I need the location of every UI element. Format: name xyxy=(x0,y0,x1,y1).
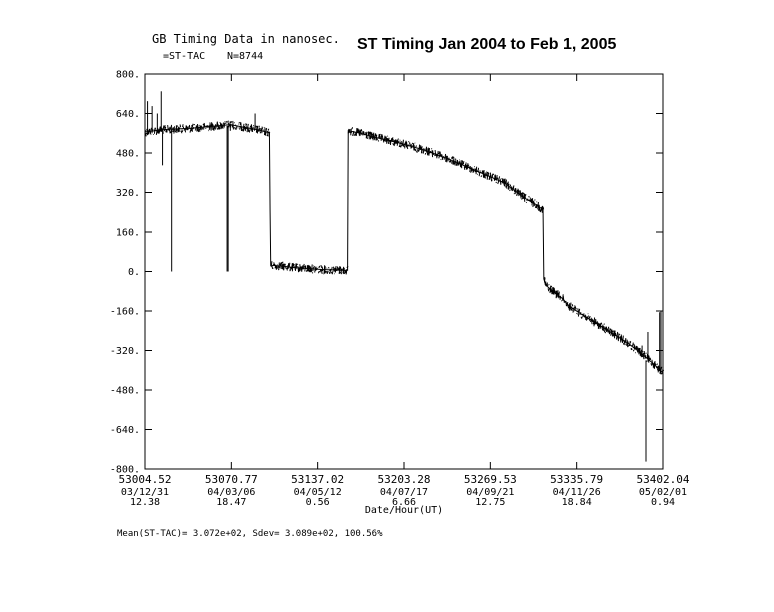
x-tick-label-hour: 12.38 xyxy=(130,497,160,508)
x-tick-label-mjd: 53402.04 xyxy=(637,473,690,486)
x-tick-label-mjd: 53335.79 xyxy=(550,473,603,486)
x-tick-label-mjd: 53070.77 xyxy=(205,473,258,486)
x-tick-label-hour: 18.47 xyxy=(216,497,246,508)
chart-title: ST Timing Jan 2004 to Feb 1, 2005 xyxy=(357,36,616,53)
x-axis-label: Date/Hour(UT) xyxy=(365,505,443,516)
y-tick-label: 160. xyxy=(116,228,140,239)
series-noise-ST-TAC xyxy=(144,120,665,375)
y-tick-label: -160. xyxy=(110,307,140,318)
y-tick-label: -640. xyxy=(110,425,140,436)
x-tick-label-mjd: 53137.02 xyxy=(291,473,344,486)
series-label: =ST-TAC xyxy=(163,51,205,62)
x-tick-label-hour: 6.66 xyxy=(392,497,416,508)
x-tick-label-date: 05/02/01 xyxy=(639,487,687,498)
y-tick-label: 0. xyxy=(128,267,140,278)
y-tick-label: 800. xyxy=(116,70,140,81)
y-tick-label: -480. xyxy=(110,386,140,397)
y-tick-label: -800. xyxy=(110,465,140,476)
y-tick-label: 320. xyxy=(116,188,140,199)
x-tick-label-hour: 0.56 xyxy=(306,497,330,508)
header-left-title: GB Timing Data in nanosec. xyxy=(152,32,340,46)
y-tick-label: -320. xyxy=(110,346,140,357)
y-tick-label: 480. xyxy=(116,149,140,160)
x-axis: 53004.5203/12/3112.3853070.7704/03/0618.… xyxy=(119,74,690,508)
x-tick-label-date: 03/12/31 xyxy=(121,487,169,498)
footer-stats: Mean(ST-TAC)= 3.072e+02, Sdev= 3.089e+02… xyxy=(117,529,383,539)
y-tick-label: 640. xyxy=(116,109,140,120)
series-layer xyxy=(144,91,665,462)
x-tick-label-mjd: 53203.28 xyxy=(378,473,431,486)
x-tick-label-date: 04/11/26 xyxy=(553,487,601,498)
x-tick-label-date: 04/03/06 xyxy=(207,487,255,498)
x-tick-label-hour: 12.75 xyxy=(475,497,505,508)
x-tick-label-mjd: 53004.52 xyxy=(119,473,172,486)
x-tick-label-hour: 0.94 xyxy=(651,497,675,508)
y-axis: 800. 640. 480. 320. 160. 0. -160. -320. -480. -64… xyxy=(110,70,663,476)
plot-frame xyxy=(144,73,664,470)
x-tick-label-hour: 18.84 xyxy=(562,497,592,508)
x-tick-label-mjd: 53269.53 xyxy=(464,473,517,486)
count-label: N=8744 xyxy=(227,51,263,62)
x-tick-label-date: 04/05/12 xyxy=(294,487,342,498)
x-tick-label-date: 04/07/17 xyxy=(380,487,428,498)
series-line-ST-TAC xyxy=(144,124,664,374)
x-tick-label-date: 04/09/21 xyxy=(466,487,514,498)
